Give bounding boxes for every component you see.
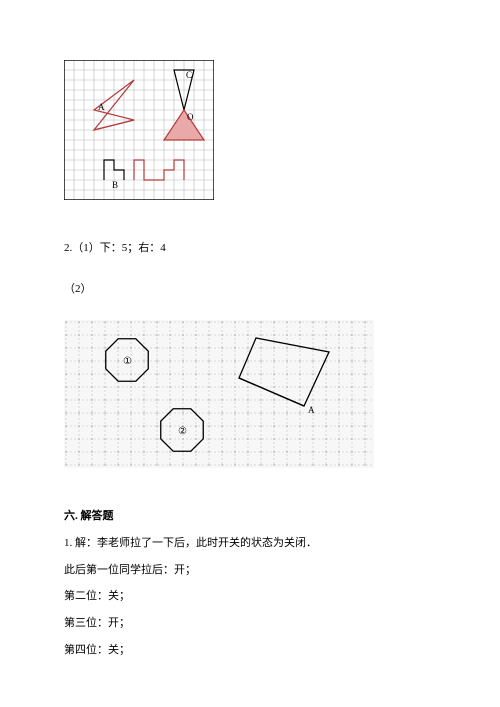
section-6-line-0: 1. 解：李老师拉了一下后，此时开关的状态为关闭． bbox=[64, 533, 436, 554]
svg-text:A: A bbox=[98, 102, 105, 112]
figure-2: ① ② A bbox=[64, 320, 436, 468]
section-6-line-2: 第二位：关； bbox=[64, 586, 436, 607]
svg-text:②: ② bbox=[178, 426, 187, 437]
svg-text:①: ① bbox=[123, 356, 132, 367]
figure-1: A B C O bbox=[64, 60, 436, 200]
section-6-line-4: 第四位：关； bbox=[64, 640, 436, 661]
svg-text:B: B bbox=[112, 180, 118, 190]
section-6-line-3: 第三位：开； bbox=[64, 613, 436, 634]
figure-2-svg: ① ② A bbox=[64, 320, 374, 468]
figure-1-svg: A B C O bbox=[64, 60, 214, 200]
section-6-heading: 六. 解答题 bbox=[64, 506, 436, 527]
answer-2-2: （2） bbox=[64, 279, 436, 300]
section-6-line-1: 此后第一位同学拉后：开； bbox=[64, 560, 436, 581]
answer-2-1: 2.（1）下：5；右：4 bbox=[64, 238, 436, 259]
svg-text:C: C bbox=[186, 70, 192, 80]
svg-text:O: O bbox=[187, 112, 194, 122]
svg-text:A: A bbox=[308, 405, 315, 415]
